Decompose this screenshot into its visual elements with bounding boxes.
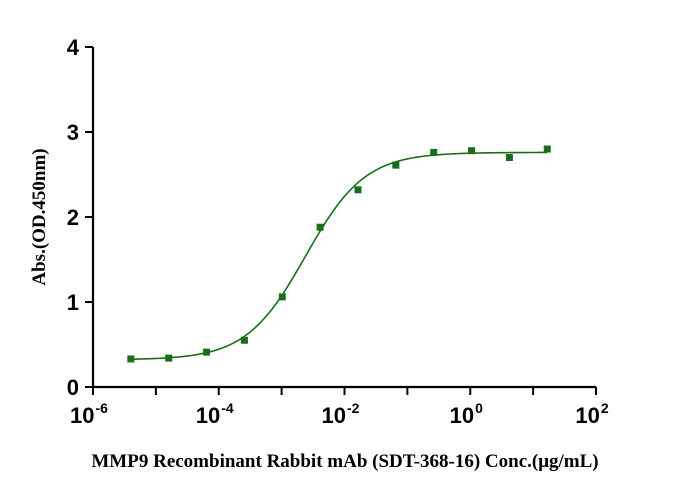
y-tick-label: 1 <box>67 290 79 315</box>
y-tick-label: 2 <box>67 205 79 230</box>
data-point <box>505 154 513 161</box>
x-axis-title: MMP9 Recombinant Rabbit mAb (SDT-368-16)… <box>91 451 598 472</box>
y-axis-title: Abs.(OD.450nm) <box>29 148 50 285</box>
data-point <box>316 223 324 231</box>
x-tick-exponent: -6 <box>96 400 109 416</box>
x-tick-label: 102 <box>575 400 608 428</box>
fit-curve <box>130 151 548 361</box>
data-point <box>354 186 362 194</box>
x-tick-base: 10 <box>450 403 474 428</box>
axes <box>91 47 596 389</box>
y-tick-label: 3 <box>67 120 79 145</box>
data-point <box>430 148 438 156</box>
data-point <box>278 293 286 301</box>
data-point <box>165 354 173 362</box>
plot-area <box>127 145 551 363</box>
x-tick-exponent: -4 <box>221 400 234 416</box>
data-point <box>203 348 211 356</box>
x-tick-label: 100 <box>450 400 483 428</box>
y-ticks: 0 1 2 3 4 <box>67 35 93 400</box>
x-tick-label: 10-6 <box>70 400 108 428</box>
x-tick-base: 10 <box>575 403 599 428</box>
x-tick-exponent: 2 <box>601 400 609 416</box>
x-tick-base: 10 <box>196 403 220 428</box>
x-tick-base: 10 <box>322 403 346 428</box>
x-tick-label: 10-2 <box>322 400 360 428</box>
x-tick-exponent: -2 <box>347 400 360 416</box>
x-tick-exponent: 0 <box>475 400 483 416</box>
y-tick-label: 4 <box>67 35 80 60</box>
data-point <box>543 145 551 153</box>
x-ticks: 10-6 10-4 10-2 100 102 <box>70 387 609 428</box>
x-tick-label: 10-4 <box>196 400 234 428</box>
data-point <box>240 336 248 344</box>
data-point <box>127 355 135 363</box>
y-tick-label: 0 <box>67 375 79 400</box>
data-point <box>392 161 400 169</box>
x-tick-base: 10 <box>70 403 94 428</box>
data-point <box>468 147 476 155</box>
